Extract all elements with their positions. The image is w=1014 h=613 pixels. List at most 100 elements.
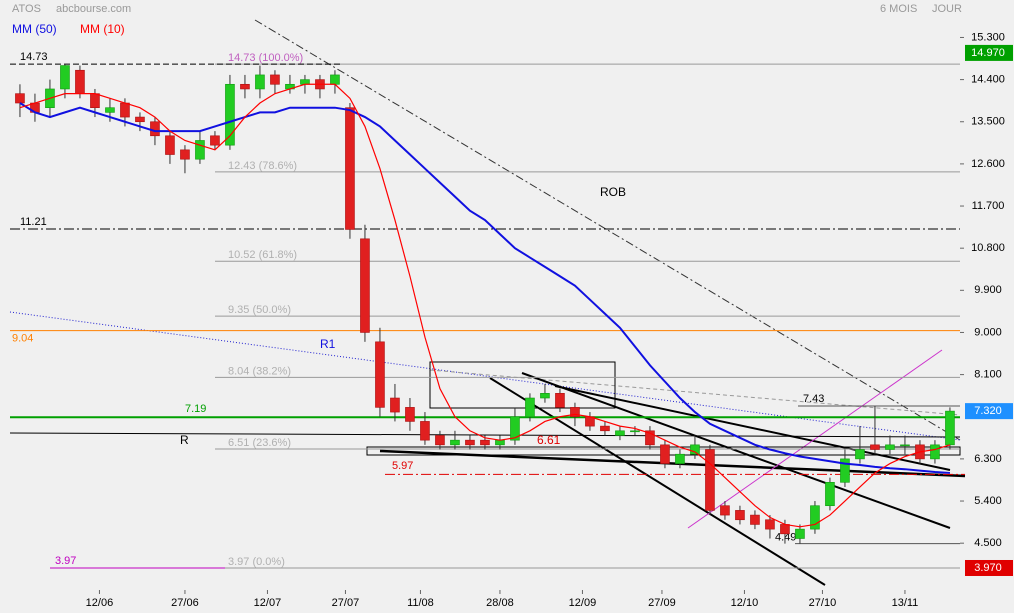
x-tick-label: 12/06 [86, 597, 114, 609]
y-tick-label: 15.300 [971, 31, 1005, 43]
price-tag-label: 3.970 [974, 562, 1002, 574]
candle-body [750, 514, 760, 525]
candle-body [645, 430, 655, 446]
candle-body [135, 116, 145, 123]
candle-body [225, 83, 235, 146]
candle-body [615, 430, 625, 436]
candle-body [255, 74, 265, 90]
moving-average [19, 102, 951, 474]
trend-line [429, 369, 961, 416]
trend-line [554, 385, 951, 471]
candle-body [435, 435, 445, 446]
y-tick-label: 9.000 [974, 326, 1002, 338]
candle-body [270, 74, 280, 85]
x-tick-label: 27/07 [332, 597, 360, 609]
y-tick-label: 14.400 [971, 74, 1005, 86]
level-label: 14.73 [20, 51, 48, 63]
candle-body [870, 444, 880, 450]
annotation: ROB [600, 185, 626, 199]
candle-body [780, 524, 790, 535]
candle-body [660, 444, 670, 464]
annotation: R [180, 433, 189, 447]
chart-title: ATOS [12, 3, 41, 15]
candle-body [855, 449, 865, 460]
x-tick-label: 12/09 [569, 597, 597, 609]
candle-body [240, 83, 250, 90]
fib-label: 8.04 (38.2%) [228, 365, 291, 377]
y-tick-label: 8.100 [974, 369, 1002, 381]
candle-body [330, 74, 340, 85]
y-tick-label: 10.800 [971, 242, 1005, 254]
fib-label: 3.97 (0.0%) [228, 556, 285, 568]
x-tick-label: 27/10 [809, 597, 837, 609]
candle-body [375, 341, 385, 408]
candle-body [690, 444, 700, 455]
trend-line [687, 349, 943, 529]
period: 6 MOIS [880, 3, 917, 15]
candle-body [450, 439, 460, 446]
y-tick-label: 4.500 [974, 537, 1002, 549]
candle-body [195, 140, 205, 160]
x-tick-label: 12/07 [254, 597, 282, 609]
moving-average [19, 83, 951, 528]
annotation: 6.61 [537, 433, 561, 447]
price-tag-label: 14.970 [971, 47, 1005, 59]
candle-body [210, 135, 220, 146]
level-label: 7.43 [803, 393, 824, 405]
candle-body [420, 421, 430, 441]
candle-body [675, 453, 685, 464]
fib-label: 12.43 (78.6%) [228, 160, 297, 172]
candle-body [465, 439, 475, 446]
candle-body [765, 519, 775, 530]
candle-body [570, 407, 580, 418]
candle-body [15, 93, 25, 104]
fib-label: 10.52 (61.8%) [228, 249, 297, 261]
trend-line [254, 19, 961, 441]
candle-body [480, 439, 490, 446]
candle-body [705, 449, 715, 511]
y-tick-label: 12.600 [971, 158, 1005, 170]
fib-label: 14.73 (100.0%) [228, 52, 303, 64]
candle-body [810, 505, 820, 530]
y-tick-label: 6.300 [974, 453, 1002, 465]
level-label: 7.19 [185, 403, 206, 415]
fib-label: 9.35 (50.0%) [228, 304, 291, 316]
candle-body [390, 397, 400, 413]
candle-body [165, 135, 175, 155]
level-label: 3.97 [55, 555, 76, 567]
candle-body [735, 510, 745, 521]
trend-line [521, 372, 951, 529]
level-label: 4.49 [775, 532, 796, 544]
candle-body [300, 79, 310, 85]
candle-body [360, 238, 370, 333]
level-label: 9.04 [12, 332, 33, 344]
source: abcbourse.com [56, 3, 131, 15]
y-tick-label: 11.700 [972, 200, 1005, 212]
annotation: R1 [320, 337, 336, 351]
candle-body [180, 149, 190, 160]
candle-body [120, 102, 130, 118]
candle-body [405, 407, 415, 422]
x-tick-label: 28/08 [486, 597, 514, 609]
level-label: 5.97 [392, 460, 413, 472]
legend-entry: MM (50) [12, 22, 57, 36]
trend-line [9, 311, 961, 441]
y-tick-label: 13.500 [971, 116, 1005, 128]
level-label: 11.21 [20, 216, 47, 228]
x-tick-label: 12/10 [731, 597, 759, 609]
trend-line [9, 432, 961, 438]
candle-body [795, 528, 805, 539]
x-tick-label: 27/06 [171, 597, 199, 609]
candle-body [555, 393, 565, 408]
y-tick-label: 9.900 [974, 284, 1002, 296]
zone-box [429, 361, 616, 409]
candle-body [825, 482, 835, 507]
trend-line [489, 377, 826, 586]
candle-body [345, 107, 355, 230]
candle-body [945, 410, 955, 446]
candle-body [90, 93, 100, 108]
y-tick-label: 5.400 [974, 495, 1002, 507]
x-tick-label: 27/09 [648, 597, 676, 609]
candle-body [900, 444, 910, 447]
